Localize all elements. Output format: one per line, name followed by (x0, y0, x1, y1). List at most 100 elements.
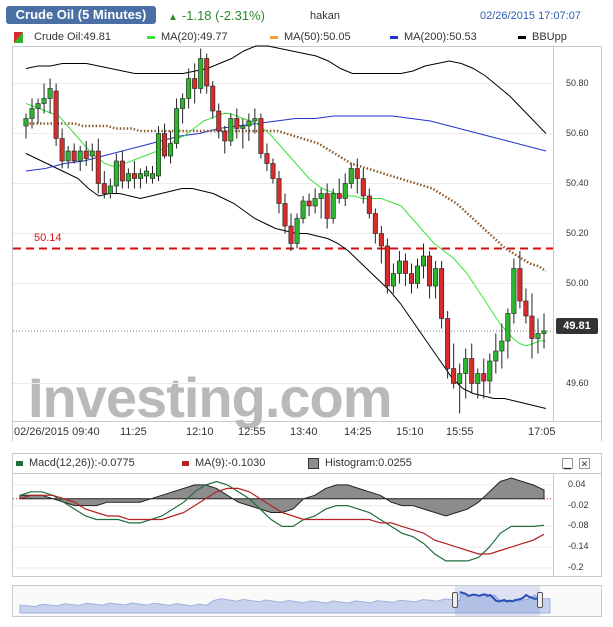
up-candle (318, 193, 324, 199)
down-candle (216, 110, 222, 132)
price-tick-label: 50.80 (566, 77, 589, 88)
down-candle (95, 150, 101, 184)
down-candle (162, 133, 168, 157)
histogram-swatch-icon (308, 457, 319, 469)
up-candle (156, 133, 162, 177)
chart-header: Crude Oil (5 Minutes) ▲ -1.18 (-2.31%) ha… (0, 0, 613, 28)
bb-legend: BBUpp (532, 31, 567, 43)
up-candle (342, 183, 348, 199)
candle-legend-icon (14, 32, 23, 43)
down-candle (523, 300, 529, 317)
time-tick-label: 17:05 (528, 426, 556, 438)
price-tick-label: 50.00 (566, 277, 589, 288)
up-candle (41, 98, 47, 104)
down-candle (408, 273, 414, 284)
navigator-left-handle[interactable] (452, 592, 458, 608)
down-candle (378, 233, 384, 247)
ma200-legend: MA(200):50.53 (404, 31, 477, 43)
up-candle (535, 333, 541, 339)
time-tick-label: 15:10 (396, 426, 424, 438)
watermark-text: Investing (28, 366, 266, 429)
time-axis-line (12, 421, 602, 422)
macd-line (19, 480, 545, 562)
up-candle (511, 268, 517, 314)
symbol-legend: Crude Oil:49.81 (34, 31, 112, 43)
main-legend: Crude Oil:49.81 MA(20):49.77 MA(50):50.0… (12, 31, 602, 45)
up-candle (77, 150, 83, 162)
macd-tick-label: -0.02 (568, 499, 589, 510)
down-candle (71, 150, 77, 162)
down-candle (336, 193, 342, 199)
macd-legend-divider (12, 473, 602, 474)
close-panel-button[interactable]: ✕ (579, 458, 590, 469)
macd-tick-label: 0.04 (568, 478, 586, 489)
down-candle (354, 168, 360, 179)
time-tick-label: 15:55 (446, 426, 474, 438)
down-candle (481, 373, 487, 382)
up-candle (252, 118, 258, 122)
down-candle (119, 160, 125, 182)
macd-swatch-icon (16, 460, 23, 466)
down-candle (101, 183, 107, 194)
main-panel-right-border (601, 46, 602, 441)
signal-swatch-icon (182, 460, 189, 466)
up-candle (499, 340, 505, 352)
down-candle (360, 178, 366, 197)
up-candle (89, 150, 95, 157)
signal-line (19, 487, 545, 555)
down-candle (366, 195, 372, 214)
histogram-legend-label: Histogram:0.0255 (325, 457, 412, 469)
bb-swatch-icon (518, 35, 526, 39)
ma50-swatch-icon (270, 35, 278, 39)
up-candle (463, 358, 469, 374)
ma20-line (25, 103, 546, 347)
macd-left-border (12, 453, 13, 577)
time-tick-label: 02/26/2015 09:40 (14, 426, 100, 438)
up-candle (113, 160, 119, 187)
up-candle (137, 173, 143, 179)
navigator-selected-line (459, 590, 541, 603)
navigator-right-handle[interactable] (537, 592, 543, 608)
price-tick-label: 50.40 (566, 177, 589, 188)
down-candle (59, 138, 65, 162)
up-candle (168, 143, 174, 157)
up-candle (65, 150, 71, 162)
up-candle (505, 313, 511, 342)
up-candle (312, 198, 318, 207)
up-candle (149, 173, 155, 179)
up-candle (29, 108, 35, 119)
up-candle (421, 255, 427, 267)
navigator-chart[interactable] (12, 585, 602, 617)
down-candle (384, 245, 390, 287)
down-candle (402, 260, 408, 274)
macd-right-border (601, 453, 602, 577)
up-candle (246, 120, 252, 127)
down-candle (469, 358, 475, 384)
up-candle (294, 218, 300, 244)
ma200-line (25, 115, 547, 172)
down-candle (282, 203, 288, 227)
down-candle (439, 268, 445, 319)
up-candle (240, 125, 246, 129)
down-candle (204, 58, 210, 87)
macd-tick-label: -0.08 (568, 520, 589, 531)
up-candle (23, 118, 29, 127)
time-tick-label: 14:25 (344, 426, 372, 438)
down-candle (451, 368, 457, 384)
up-candle (433, 268, 439, 287)
down-candle (210, 85, 216, 112)
instrument-title[interactable]: Crude Oil (5 Minutes) (6, 6, 156, 24)
macd-panel-top-border (12, 453, 602, 454)
price-chart[interactable] (0, 0, 613, 445)
down-candle (372, 213, 378, 234)
down-candle (270, 163, 276, 179)
macd-legend-label: Macd(12,26)):-0.0775 (29, 457, 135, 469)
down-candle (131, 173, 137, 179)
up-candle (174, 108, 180, 144)
down-candle (53, 90, 59, 139)
minimize-panel-button[interactable]: ▁ (562, 458, 573, 469)
bb-upper-line (25, 45, 547, 134)
up-candle (35, 103, 41, 109)
macd-tick-label: -0.14 (568, 541, 589, 552)
up-candle (390, 273, 396, 287)
